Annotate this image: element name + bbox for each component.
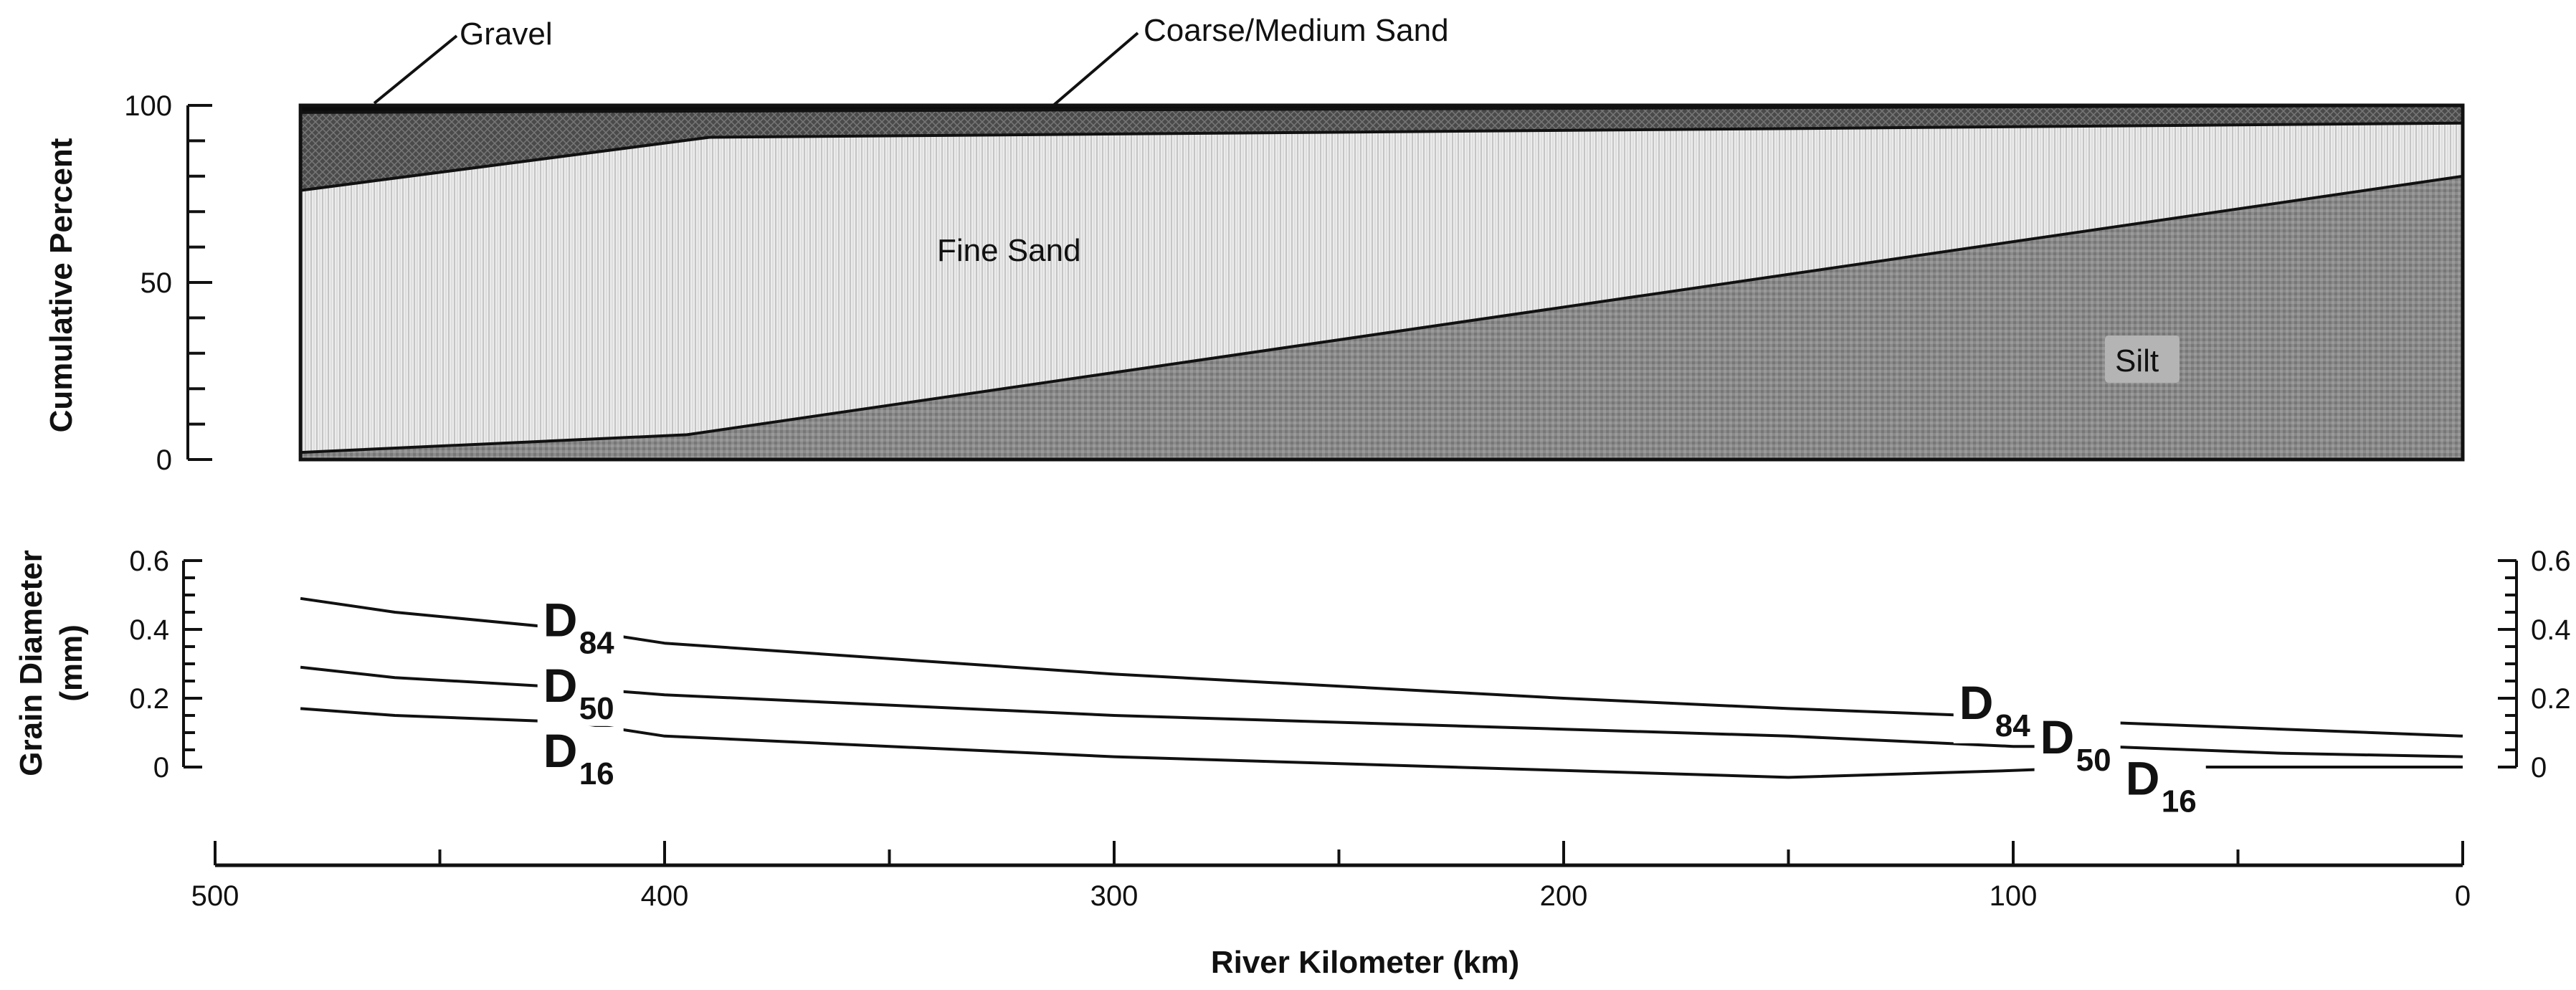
series-label-letter: D — [2040, 710, 2075, 763]
series-line-d50 — [300, 665, 2463, 758]
series-label-letter: D — [543, 594, 578, 647]
series-label-letter: D — [543, 724, 578, 777]
series-label-backdrop — [537, 727, 624, 791]
river-kilometer-axis-title: River Kilometer (km) — [1211, 945, 1519, 980]
series-label-backdrop — [537, 661, 624, 726]
series-label-letter: D — [2126, 751, 2160, 804]
coarse-sand-label: Coarse/Medium Sand — [1144, 13, 1449, 48]
boundary-fine-top — [300, 121, 2463, 192]
series-label-backdrop — [1953, 678, 2040, 743]
diameter-tick-label: 0 — [153, 752, 169, 784]
series-label-letter: D — [543, 659, 578, 712]
series-label-backdrop — [2034, 713, 2121, 778]
river-kilometer-tick-label: 300 — [1090, 880, 1139, 912]
diameter-tick-label: 0.4 — [2531, 614, 2571, 646]
series-label-subscript: 50 — [579, 691, 614, 726]
percent-axis-title: Cumulative Percent — [44, 138, 79, 432]
series-label-letter: D — [1959, 676, 1994, 729]
layer-fine-sand — [300, 123, 2463, 453]
composition-layers — [300, 105, 2463, 460]
composition-outline — [298, 103, 2465, 462]
series-label-subscript: 84 — [1995, 708, 2030, 743]
series-label-subscript: 84 — [579, 626, 614, 661]
diameter-axis-title-line-1: Grain Diameter — [14, 550, 49, 776]
diameter-axis-title-line-2: (mm) — [54, 624, 89, 702]
series-label-subscript: 16 — [2162, 784, 2197, 819]
silt-label: Silt — [2115, 343, 2159, 379]
series-label-backdrop — [537, 596, 624, 661]
diameter-axis-left: 0 0.2 0.4 0.6 — [129, 546, 202, 784]
gravel-leader — [373, 34, 458, 105]
series-label-d50-right: D 50 — [2034, 710, 2121, 778]
percent-axis: 0 50 100 — [124, 90, 212, 476]
series-label-d84-right: D 84 — [1953, 676, 2040, 743]
river-kilometer-tick-label: 500 — [191, 880, 239, 912]
diameter-tick-label: 0.2 — [129, 683, 169, 715]
diameter-tick-label: 0.4 — [129, 614, 169, 646]
river-kilometer-tick-label: 400 — [641, 880, 689, 912]
diameter-axis-right: 0 0.2 0.4 0.6 — [2498, 546, 2571, 784]
series-label-backdrop — [2119, 754, 2206, 819]
series-label-d84-left: D 84 — [537, 594, 624, 661]
percent-tick-label: 50 — [141, 267, 173, 299]
grain-diameter-panel: D 84D 84D 50D 50D 16 D 16 00.20.40.6 00.20.40.6… — [14, 546, 2571, 819]
composition-panel: 0 50 100 Cumulative Percent Gravel Coarse/… — [44, 13, 2465, 476]
coarse-sand-leader — [1051, 32, 1139, 108]
river-kilometer-tick-label: 200 — [1540, 880, 1588, 912]
diameter-tick-label: 0.6 — [2531, 546, 2571, 577]
river-kilometer-tick-label: 100 — [1990, 880, 2038, 912]
series-label-subscript: 16 — [579, 756, 614, 791]
series-label-d50-left: D 50 — [537, 659, 624, 726]
composition-frame — [298, 103, 2465, 462]
fine-sand-label: Fine Sand — [937, 233, 1081, 268]
series-label-d16-right: D 16 — [2119, 751, 2206, 819]
diameter-tick-label: 0 — [2531, 752, 2547, 784]
silt-label-background — [2105, 335, 2180, 383]
grain-diameter-series-labels: D 84D 84D 50D 50D 16 D 16 — [537, 594, 2206, 819]
diameter-tick-label: 0.2 — [2531, 683, 2571, 715]
boundary-silt-top — [300, 174, 2463, 454]
percent-tick-label: 100 — [124, 90, 172, 122]
series-line-d84 — [300, 596, 2463, 738]
river-kilometer-axis: 500 400 300 200 100 0 — [191, 841, 2471, 912]
percent-tick-label: 0 — [156, 444, 172, 476]
river-kilometer-tick-label: 0 — [2455, 880, 2471, 912]
gravel-label: Gravel — [460, 16, 553, 52]
diameter-tick-label: 0.6 — [129, 546, 169, 577]
series-label-subscript: 50 — [2076, 743, 2111, 778]
layer-silt — [300, 176, 2463, 460]
series-label-d16-left: D 16 — [537, 724, 624, 791]
grain-diameter-lines — [300, 596, 2463, 779]
